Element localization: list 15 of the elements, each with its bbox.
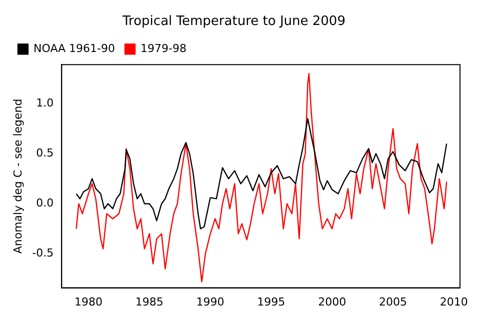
x-tick-label: 2000 (318, 295, 346, 308)
y-tick-label: 0.5 (36, 146, 54, 160)
x-tick-label: 1990 (196, 295, 224, 308)
chart-title: Tropical Temperature to June 2009 (122, 14, 346, 30)
y-tick-label: 0.0 (36, 196, 54, 210)
x-tick-label: 1985 (135, 295, 164, 308)
x-tick-label: 2005 (379, 295, 407, 308)
legend-label: NOAA 1961-90 (34, 42, 116, 55)
y-tick-label: -0.5 (32, 246, 54, 260)
legend-label: 1979-98 (140, 42, 186, 55)
y-axis-title: Anomaly deg C - see legend (11, 98, 24, 254)
x-tick-label: 1995 (257, 295, 286, 308)
x-tick-label: 2010 (440, 295, 468, 308)
y-tick-label: 1.0 (36, 96, 54, 110)
x-tick-label: 1980 (74, 295, 102, 308)
